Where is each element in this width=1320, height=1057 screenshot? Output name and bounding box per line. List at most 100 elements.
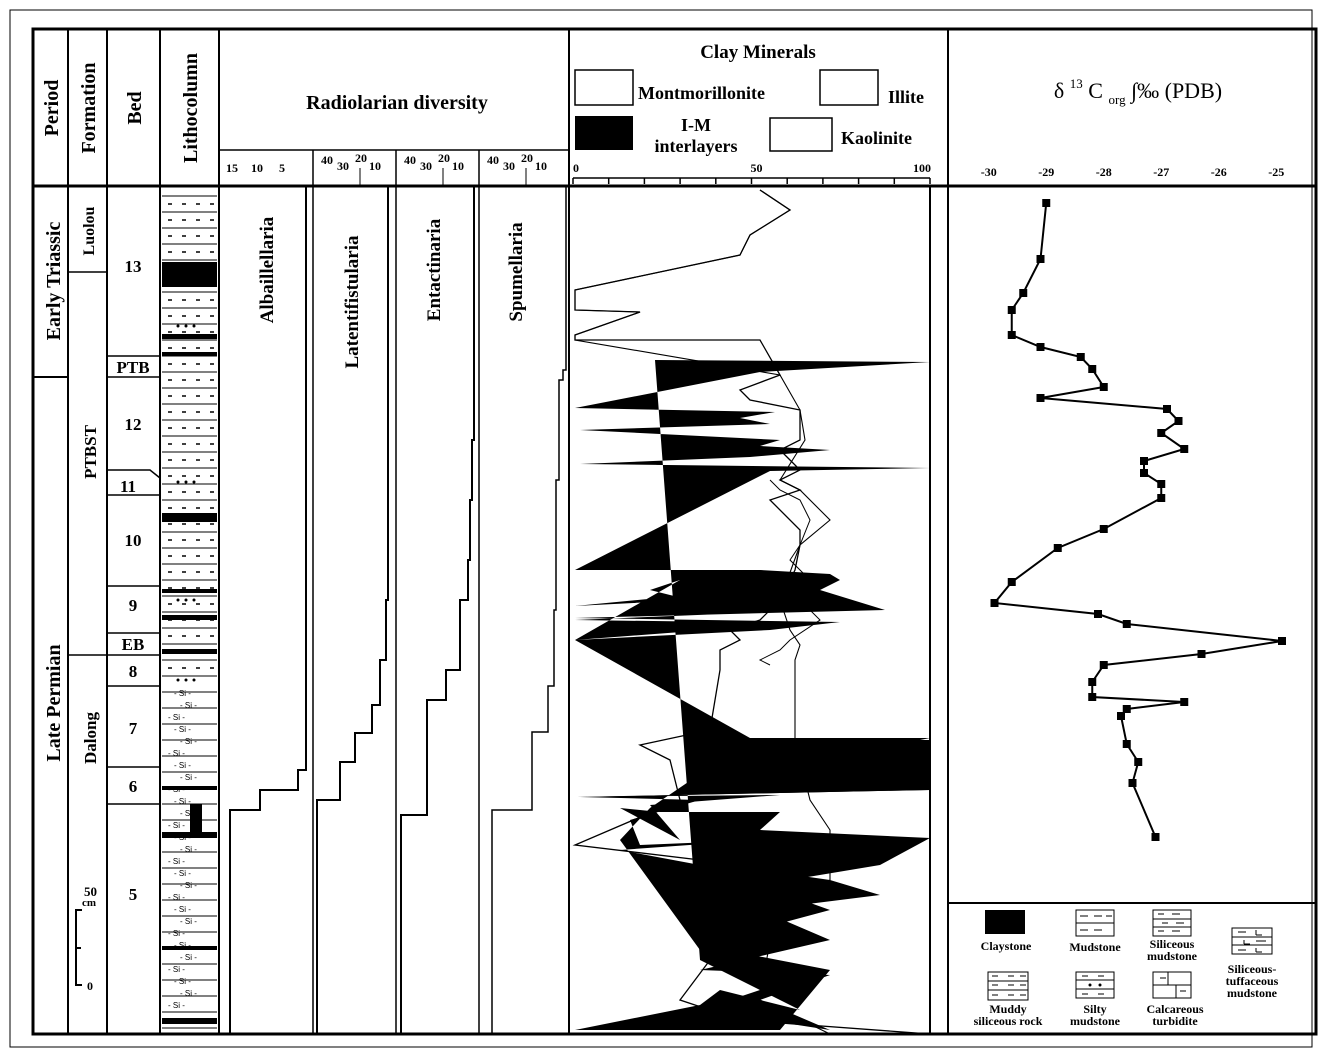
- scale-bar-top: 50: [84, 884, 97, 899]
- isotope-point-25: [1278, 637, 1286, 645]
- tick-group2-10: 10: [369, 159, 381, 173]
- litho-dot: [184, 678, 188, 682]
- legend-siliceous-tuffaceous-3: mudstone: [1227, 986, 1278, 1000]
- litho-siliceous-mark: - Si -: [180, 845, 197, 854]
- isotope-point-31: [1122, 705, 1131, 713]
- isotope-point-14: [1180, 445, 1189, 453]
- kaolinite-curve: [758, 479, 821, 666]
- header-lithocolumn: Lithocolumn: [180, 53, 202, 163]
- legend-swatch-siliceous-tuffaceous-mudstone: [1231, 927, 1273, 955]
- bed-ptb: PTB: [116, 358, 149, 377]
- tick-group2-40: 40: [321, 153, 333, 167]
- litho-siliceous-mark: - Si -: [174, 941, 191, 950]
- litho-claystone-band: [162, 832, 217, 838]
- litho-siliceous-mark: - Si -: [174, 725, 191, 734]
- tick-albaillellaria-15: 15: [226, 161, 238, 175]
- tick-group3-20: 20: [438, 151, 450, 165]
- tick-group2-20: 20: [355, 151, 367, 165]
- bed-10: 10: [125, 531, 142, 550]
- litho-siliceous-mark: - Si -: [180, 989, 197, 998]
- bed-9: 9: [129, 596, 138, 615]
- isotope-point-30: [1180, 698, 1189, 706]
- lithology-column: - Si - - Si - - Si - - Si - - Si - - Si - - Si…: [162, 195, 217, 1029]
- isotope-point-33: [1122, 740, 1131, 748]
- legend-swatch-siliceous-mudstone: [1152, 909, 1192, 937]
- formation-luolou: Luolou: [81, 206, 98, 255]
- litho-dot: [176, 678, 180, 682]
- litho-siliceous-mark: - Si -: [174, 905, 191, 914]
- isotope-point-21: [1007, 578, 1016, 586]
- bed-8: 8: [129, 662, 138, 681]
- isotope-point-12: [1174, 417, 1183, 425]
- legend-claystone: Claystone: [981, 939, 1032, 953]
- tick-group2-30: 30: [337, 159, 349, 173]
- isotope-tick--26: -26: [1211, 165, 1227, 179]
- bed-12: 12: [125, 415, 142, 434]
- litho-siliceous-mark: - Si -: [174, 869, 191, 878]
- group-albaillellaria: Albaillellaria: [257, 216, 278, 323]
- carbon-isotope-symbol: δ: [1054, 78, 1064, 103]
- litho-siliceous-mark: - Si -: [174, 761, 191, 770]
- litho-dot: [184, 324, 188, 328]
- tick-group3-30: 30: [420, 159, 432, 173]
- isotope-point-26: [1197, 650, 1206, 658]
- carbon-isotope-mass: 13: [1070, 76, 1083, 91]
- bed-11: 11: [120, 477, 136, 496]
- litho-siliceous-mark: - Si -: [180, 737, 197, 746]
- legend-calcareous-turbidite-1: Calcareous: [1146, 1002, 1203, 1016]
- litho-siliceous-mark: - Si -: [168, 785, 185, 794]
- carbon-isotope-unit: ∫‰ (PDB): [1129, 78, 1222, 104]
- isotope-point-20: [1053, 544, 1062, 552]
- isotope-point-13: [1157, 429, 1166, 437]
- litho-dot: [176, 324, 180, 328]
- isotope-point-24: [1122, 620, 1131, 628]
- clay-legend: Clay Minerals Montmorillonite Illite I-M…: [574, 42, 924, 156]
- im-interlayers-area: [575, 360, 930, 1030]
- isotope-tick--27: -27: [1153, 165, 1169, 179]
- legend-swatch-mudstone: [1075, 909, 1115, 937]
- litho-siliceous-mark: - Si -: [168, 893, 185, 902]
- litho-siliceous-mark: - Si -: [168, 965, 185, 974]
- isotope-point-3: [1019, 289, 1028, 297]
- header-bed: Bed: [124, 91, 146, 124]
- period-late-permian: Late Permian: [43, 644, 65, 761]
- legend-im-line2: interlayers: [655, 136, 738, 156]
- litho-siliceous-mark: - Si -: [180, 917, 197, 926]
- group-entactinaria: Entactinaria: [424, 218, 445, 321]
- period-early-triassic: Early Triassic: [43, 222, 65, 341]
- clay-tick-0: 0: [573, 161, 579, 175]
- legend-kaolinite: Kaolinite: [841, 128, 912, 148]
- isotope-point-4: [1007, 306, 1016, 314]
- tick-group4-40: 40: [487, 153, 499, 167]
- header-carbon-isotope: δ 13 C org ∫‰ (PDB): [1054, 68, 1222, 109]
- litho-claystone-band: [162, 352, 217, 356]
- legend-im-line1: I-M: [681, 115, 711, 135]
- litho-dot: [176, 598, 180, 602]
- legend-calcareous-turbidite-2: turbidite: [1152, 1014, 1198, 1028]
- litho-siliceous-mark: - Si -: [174, 797, 191, 806]
- litho-siliceous-mark: - Si -: [168, 749, 185, 758]
- isotope-point-34: [1134, 758, 1143, 766]
- isotope-point-35: [1128, 779, 1137, 787]
- litho-claystone-band: [162, 649, 217, 654]
- litho-siliceous-mark: - Si -: [174, 689, 191, 698]
- isotope-point-6: [1036, 343, 1045, 351]
- litho-siliceous-mark: - Si -: [180, 809, 197, 818]
- isotope-point-11: [1163, 405, 1171, 413]
- legend-silty-mudstone-2: mudstone: [1070, 1014, 1121, 1028]
- tick-group4-20: 20: [521, 151, 533, 165]
- legend-siliceous-tuffaceous-2: tuffaceous: [1226, 974, 1279, 988]
- isotope-point-19: [1099, 525, 1108, 533]
- table-frame: [9, 9, 1318, 1048]
- litho-dot: [176, 480, 180, 484]
- isotope-point-32: [1117, 712, 1125, 720]
- legend-swatch-claystone: [985, 910, 1025, 934]
- isotope-point-9: [1099, 383, 1108, 391]
- header-period: Period: [41, 80, 63, 137]
- isotope-point-2: [1036, 255, 1045, 263]
- legend-illite: Illite: [888, 87, 924, 107]
- latentifistularia-curve: [316, 186, 389, 1034]
- scale-bar-bottom: 0: [87, 979, 93, 993]
- litho-claystone-band: [162, 589, 217, 593]
